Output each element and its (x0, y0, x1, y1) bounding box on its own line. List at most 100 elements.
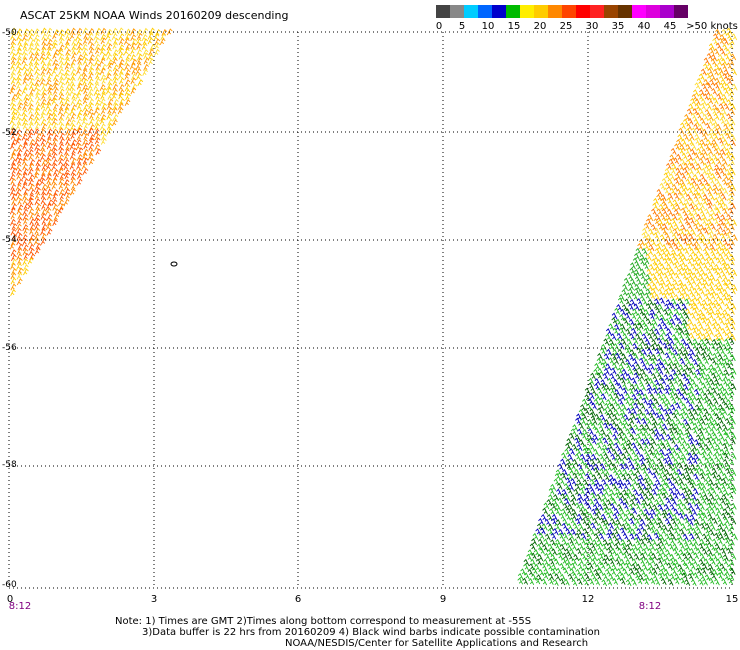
wind-barb (76, 112, 83, 120)
wind-barb (698, 558, 705, 566)
wind-barb (622, 333, 629, 341)
wind-barb (633, 489, 639, 497)
wind-barb (59, 97, 66, 105)
wind-barb (610, 352, 617, 360)
wind-barb (670, 147, 677, 155)
wind-barb (648, 478, 654, 486)
wind-barb (597, 367, 604, 375)
wind-barb (645, 453, 652, 461)
wind-barb (93, 82, 100, 90)
wind-barb (675, 167, 682, 175)
wind-barb (16, 207, 23, 215)
wind-barb (527, 568, 534, 576)
wind-barb (596, 472, 603, 480)
wind-barb (58, 62, 65, 70)
wind-barb (610, 568, 617, 576)
wind-barb (600, 528, 606, 536)
wind-barb (59, 163, 66, 171)
wind-barb (81, 162, 88, 170)
wind-barb (629, 512, 636, 520)
wind-barb (728, 158, 735, 166)
wind-barb (681, 503, 688, 511)
wind-barb (28, 107, 35, 115)
wind-barb (81, 128, 88, 136)
wind-barb (10, 178, 17, 185)
wind-barb (650, 508, 657, 516)
wind-barb (613, 543, 620, 551)
wind-barb (46, 48, 52, 56)
wind-barb (594, 362, 601, 370)
wind-barb (41, 223, 48, 231)
wind-barb (632, 523, 639, 531)
wind-barb (561, 557, 567, 565)
wind-barb (568, 483, 574, 491)
wind-barb (581, 517, 587, 525)
wind-barb (729, 152, 736, 160)
wind-barb (685, 442, 692, 450)
wind-barb (654, 578, 661, 586)
wind-barb (657, 553, 664, 561)
wind-barb (595, 442, 602, 450)
wind-barb (88, 67, 95, 75)
wind-barb (82, 157, 89, 165)
wind-barb (709, 79, 716, 87)
wind-barb (729, 108, 735, 116)
wind-barb (594, 512, 601, 520)
wind-barb (624, 298, 631, 306)
wind-barb (689, 413, 696, 421)
wind-barb (726, 378, 733, 386)
wind-barb (29, 77, 35, 85)
wind-barb (664, 338, 671, 346)
wind-barb (608, 474, 615, 482)
wind-barb (654, 298, 660, 306)
wind-barb (673, 558, 680, 566)
wind-barb (696, 292, 703, 300)
wind-barb (670, 283, 677, 291)
wind-barb (727, 207, 734, 215)
wind-barb (35, 178, 42, 186)
wind-barb (591, 474, 598, 482)
wind-barb (600, 498, 607, 506)
wind-barb (664, 518, 671, 526)
wind-barb (34, 107, 41, 115)
wind-barb (34, 79, 41, 87)
wind-barb (657, 572, 664, 580)
wind-barb (40, 27, 47, 35)
wind-barb (731, 284, 738, 292)
wind-barb (708, 177, 715, 185)
wind-barb (696, 483, 702, 491)
wind-barb (23, 148, 30, 156)
wind-barb (29, 118, 35, 126)
wind-barb (687, 154, 694, 161)
wind-barb (597, 437, 604, 445)
wind-barb (660, 248, 667, 256)
wind-barb (587, 512, 594, 520)
wind-barb (621, 403, 627, 411)
wind-barb (105, 38, 112, 46)
wind-barb (636, 463, 642, 471)
wind-barb (654, 379, 661, 387)
wind-barb (643, 508, 650, 516)
lon-label: 6 (294, 594, 302, 605)
wind-barb (704, 258, 711, 266)
wind-barb (676, 468, 683, 476)
wind-barb (668, 543, 674, 551)
wind-barb (696, 512, 703, 520)
wind-barb (712, 352, 719, 360)
wind-barb (35, 103, 41, 111)
wind-barb (632, 543, 638, 551)
wind-barb (77, 157, 83, 165)
wind-barb (112, 119, 118, 127)
wind-barb (29, 39, 36, 46)
wind-barb (727, 42, 734, 50)
wind-barb (724, 83, 731, 91)
wind-barb (700, 487, 707, 495)
wind-barb (528, 563, 535, 571)
wind-barb (579, 573, 585, 581)
wind-barb (571, 558, 578, 566)
wind-barb (535, 528, 542, 536)
island-marker (170, 261, 178, 267)
wind-barb (685, 277, 691, 285)
wind-barb (696, 527, 703, 535)
wind-barb (576, 513, 583, 521)
